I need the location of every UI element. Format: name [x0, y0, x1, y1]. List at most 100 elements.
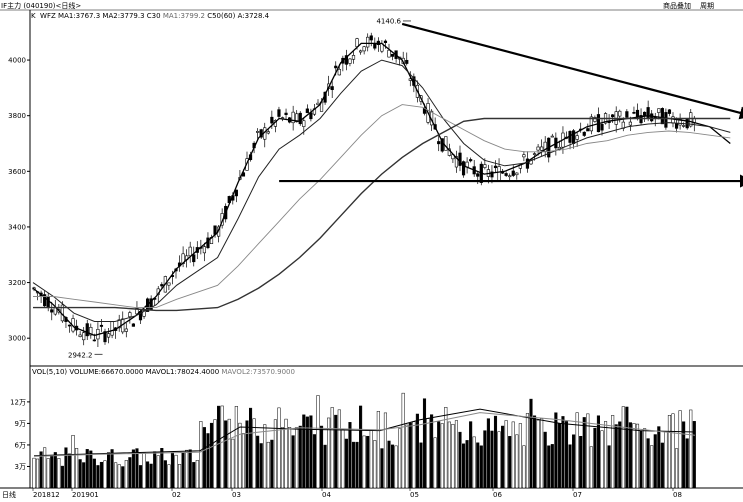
volume-bar [366, 435, 370, 489]
trendline-upper [401, 22, 743, 120]
volume-bar [117, 464, 121, 489]
candle-body [270, 116, 274, 124]
volume-bar [564, 421, 569, 489]
volume-bar [586, 413, 590, 489]
legend-vol: VOL(5,10) [32, 368, 68, 376]
volume-bar [156, 455, 160, 489]
volume-bar [419, 442, 423, 489]
volume-bar [426, 418, 430, 489]
volume-bar [522, 445, 526, 489]
volume-bar [589, 446, 593, 489]
volume-bar [170, 452, 174, 489]
volume-bar [444, 407, 448, 489]
volume-bar [312, 434, 316, 489]
legend-c50: C50(60) [207, 12, 236, 20]
candle-body [667, 109, 672, 114]
candle-body [589, 116, 593, 132]
vol-tick-label: 12万 [10, 398, 26, 406]
candle-body [124, 328, 128, 332]
candle-body [660, 108, 664, 125]
candle-body [618, 110, 622, 117]
volume-bar [657, 426, 661, 489]
candle-body [92, 339, 96, 342]
candle-body [142, 310, 146, 317]
volume-bar [689, 409, 693, 489]
volume-bar [391, 444, 395, 489]
candle-body [628, 121, 632, 126]
candle-body [458, 152, 462, 166]
volume-bar [249, 407, 253, 489]
volume-bar [280, 427, 285, 489]
volume-bar [664, 431, 668, 489]
volume-bar [153, 451, 157, 489]
volume-bar [465, 440, 469, 489]
volume-bar [78, 459, 82, 489]
volume-bar [593, 427, 597, 489]
candle-body [511, 170, 515, 176]
legend-mavol2: MAVOL2:73570.9000 [221, 368, 295, 376]
candle-body [167, 282, 171, 286]
candle-body [515, 172, 519, 176]
legend-k: K [31, 12, 36, 20]
volume-bar [96, 465, 100, 489]
volume-bar [486, 418, 490, 489]
date-label: 04 [322, 491, 331, 499]
volume-bar [43, 447, 47, 489]
candle-body [89, 327, 93, 336]
candle-body [277, 109, 281, 117]
candle-body [149, 298, 153, 310]
volume-bar [185, 449, 189, 489]
chart-title: IF主力 (040190)<日线> [1, 2, 82, 10]
volume-bar [238, 422, 242, 489]
candle-body [689, 112, 693, 127]
candle-body [571, 130, 576, 144]
date-label: 08 [673, 491, 682, 499]
candle-body [234, 189, 238, 197]
volume-bar [75, 448, 79, 489]
volume-bar [501, 425, 505, 489]
candle-body [525, 158, 530, 169]
date-label: 02 [172, 491, 181, 499]
candle-body [309, 112, 313, 120]
candle-body [454, 156, 459, 168]
volume-bar [671, 413, 675, 489]
candle-body [575, 135, 579, 140]
volume-bar [209, 422, 214, 489]
candle-body [316, 102, 320, 105]
price-y-axis: 4000 3800 3600 3400 3200 3000 [8, 57, 30, 343]
candle-body [160, 284, 164, 287]
volume-bar [241, 433, 245, 489]
volume-bar [568, 444, 572, 489]
legend-ma2: MA2:3779.3 [102, 12, 145, 20]
volume-bar [224, 420, 228, 489]
overlay-button[interactable]: 商品叠加 [663, 2, 691, 10]
period-button[interactable]: 周期 [700, 2, 714, 10]
volume-bar [259, 443, 263, 489]
candle-body [390, 53, 395, 57]
volume-bar [270, 439, 274, 489]
volume-bars [32, 392, 696, 489]
volume-bar [181, 452, 185, 489]
volume-bar [39, 451, 43, 489]
volume-bar [288, 427, 292, 489]
candle-body [256, 130, 260, 133]
volume-bar [625, 406, 629, 489]
candle-body [493, 165, 498, 169]
volume-bar [621, 406, 625, 489]
candle-body [302, 120, 306, 127]
volume-bar [327, 417, 331, 489]
volume-ma-lines [33, 408, 696, 457]
volume-legend: VOL(5,10) VOLUME:66670.0000 MAVOL1:78024… [32, 368, 295, 376]
volume-bar [103, 460, 107, 489]
volume-bar [85, 449, 89, 489]
date-label: 201901 [72, 491, 99, 499]
candle-body [131, 323, 136, 327]
candle-body [642, 111, 647, 116]
volume-bar [675, 448, 679, 489]
volume-bar [600, 430, 604, 489]
candle-body [202, 246, 207, 254]
legend-ma1: MA1:3767.3 [58, 12, 101, 20]
candle-body [298, 112, 302, 125]
candle-body [674, 123, 679, 129]
